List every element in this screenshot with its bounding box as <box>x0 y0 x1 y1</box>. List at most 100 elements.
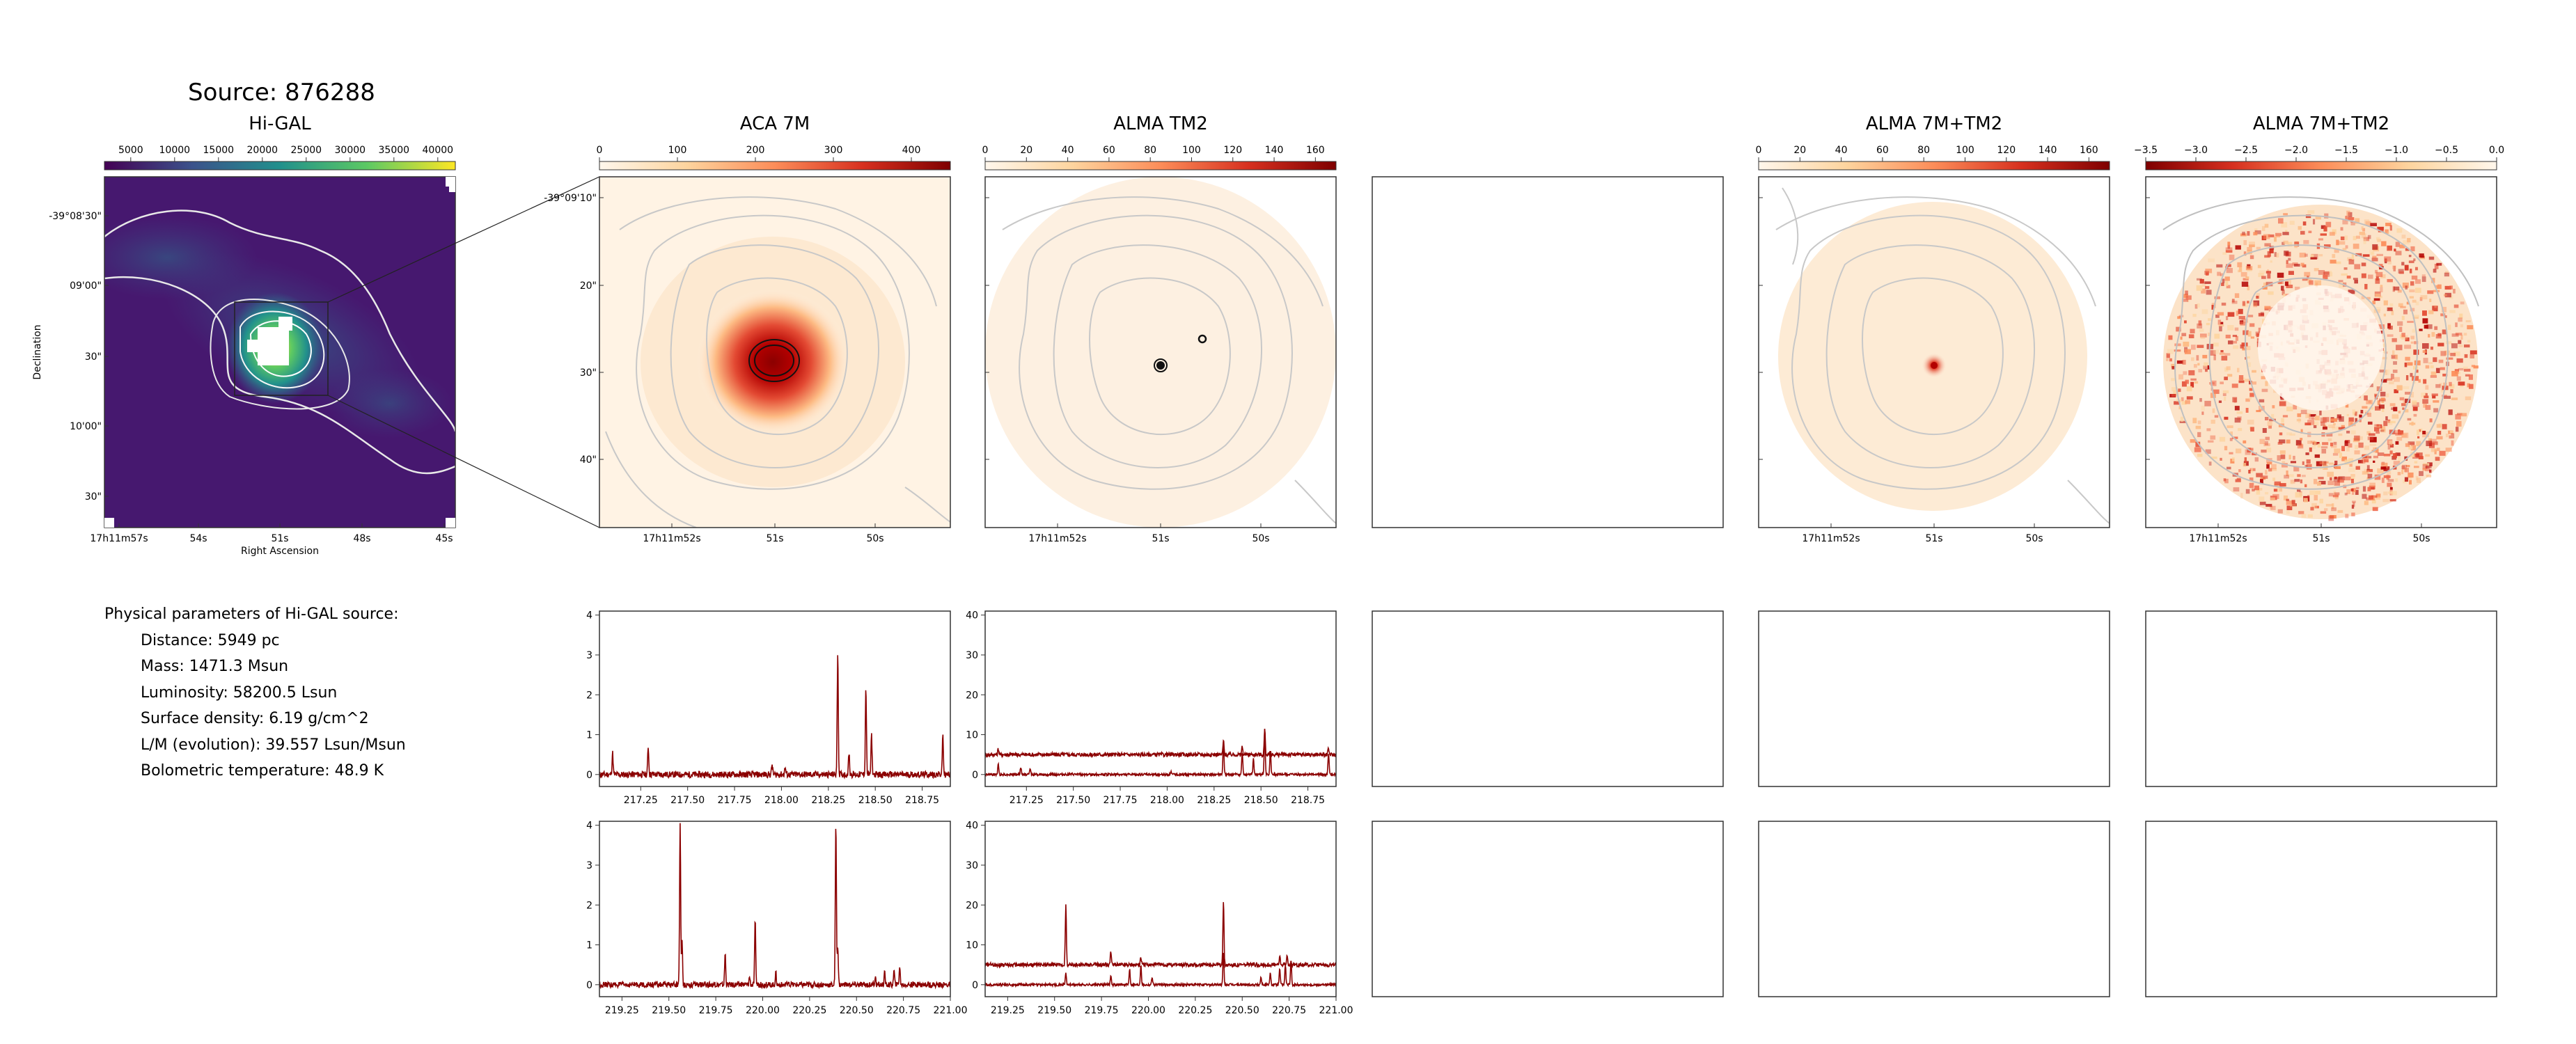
speckle <box>2391 407 2394 411</box>
speckle <box>2442 424 2447 429</box>
speckle <box>2381 241 2387 246</box>
speckle <box>2184 349 2191 354</box>
speckle <box>2314 268 2319 271</box>
speckle <box>2286 498 2290 501</box>
speckle <box>2307 210 2315 214</box>
speckle <box>2278 439 2286 444</box>
colorbar-tick-label: 40 <box>1062 145 1074 156</box>
speckle <box>2418 379 2421 383</box>
speckle <box>2469 383 2474 389</box>
spectra-group: 217.25 217.50 217.75 218.00 218.25 218.50 218.… <box>586 610 1353 1016</box>
speckle <box>2332 452 2339 456</box>
speckle <box>2226 267 2233 274</box>
speckle <box>2166 353 2170 358</box>
empty-spectrum-panel <box>1758 821 2110 997</box>
speckle <box>2344 441 2348 446</box>
speckle <box>2249 477 2254 482</box>
x-tick-label: 50s <box>1252 533 1269 544</box>
speckle <box>2392 286 2395 292</box>
speckle <box>2369 495 2374 500</box>
speckle <box>2390 373 2394 379</box>
speckle <box>2409 422 2416 425</box>
speckle <box>2409 269 2412 274</box>
speckle <box>2341 273 2348 276</box>
spectrum-line <box>985 953 1336 988</box>
speckle <box>2225 247 2233 253</box>
speckle <box>2437 342 2444 347</box>
speckle <box>2451 440 2454 446</box>
speckle <box>2271 464 2277 470</box>
colorbar-tick-label: 160 <box>2080 145 2098 156</box>
speckle <box>2401 403 2406 406</box>
speckle <box>2422 468 2426 471</box>
speckle <box>2362 228 2366 232</box>
speckle <box>2206 322 2210 326</box>
speckle <box>2264 306 2271 310</box>
speckle <box>2199 329 2204 332</box>
speckle <box>2217 312 2224 316</box>
colorbar-tick-label: −3.0 <box>2184 145 2208 156</box>
speckle <box>2248 469 2251 474</box>
speckle <box>2380 287 2383 293</box>
speckle <box>2238 469 2241 473</box>
speckle <box>2201 288 2206 294</box>
speckle <box>2376 424 2382 429</box>
x-tick-label: 219.25 <box>605 1005 639 1016</box>
speckle <box>2348 417 2354 422</box>
speckle <box>2348 259 2355 264</box>
speckle <box>2367 413 2372 418</box>
speckle <box>2422 318 2428 324</box>
speckle <box>2403 400 2407 405</box>
speckle <box>2272 493 2279 499</box>
speckle <box>2256 489 2261 495</box>
speckle <box>2319 498 2324 504</box>
speckle <box>2188 370 2195 376</box>
speckle <box>2330 260 2337 264</box>
speckle <box>2345 514 2349 519</box>
speckle <box>2245 266 2253 271</box>
speckle <box>2388 325 2393 330</box>
speckle <box>2243 251 2247 256</box>
speckle <box>2387 231 2390 235</box>
higal-xlabel: Right Ascension <box>241 546 319 557</box>
speckle <box>2414 279 2421 284</box>
speckle <box>2181 397 2184 402</box>
y-tick-label: 4 <box>586 821 592 832</box>
speckle <box>2393 265 2396 271</box>
speckle <box>2348 290 2355 294</box>
speckle <box>2238 308 2243 315</box>
speckle <box>2381 398 2385 404</box>
speckle <box>2227 325 2234 331</box>
speckle <box>2444 272 2449 277</box>
combo-xticks: 17h11m52s 51s 50s <box>1802 523 2043 544</box>
speckle <box>2208 332 2211 336</box>
speckle <box>2300 230 2305 235</box>
speckle <box>2414 267 2418 271</box>
speckle <box>2220 381 2224 385</box>
speckle <box>2339 416 2344 422</box>
speckle <box>2387 334 2394 337</box>
speckle <box>2201 284 2206 287</box>
speckle <box>2340 227 2343 231</box>
aca7m-panel: ACA 7M 0 100 200 300 400 -39°09'10" 20" 30" 40"… <box>544 113 951 544</box>
speckle <box>2244 457 2247 463</box>
speckle <box>2281 463 2288 468</box>
speckle <box>2205 369 2208 372</box>
colorbar-tick-label: 25000 <box>291 145 322 156</box>
tm2-title: ALMA TM2 <box>1113 113 1208 134</box>
speckle <box>2311 253 2318 260</box>
speckle <box>2288 271 2294 275</box>
speckle <box>2169 358 2172 362</box>
speckle <box>2438 359 2444 363</box>
speckle <box>2269 505 2273 509</box>
speckle <box>2204 271 2209 275</box>
y-tick-label: 40" <box>580 454 597 466</box>
speckle <box>2361 273 2366 278</box>
speckle <box>2231 383 2238 388</box>
speckle <box>2242 301 2246 306</box>
speckle <box>2254 485 2260 491</box>
speckle <box>2421 274 2426 277</box>
x-tick-label: 217.50 <box>670 795 705 806</box>
speckle <box>2336 261 2341 264</box>
y-tick-label: 0 <box>972 980 978 991</box>
